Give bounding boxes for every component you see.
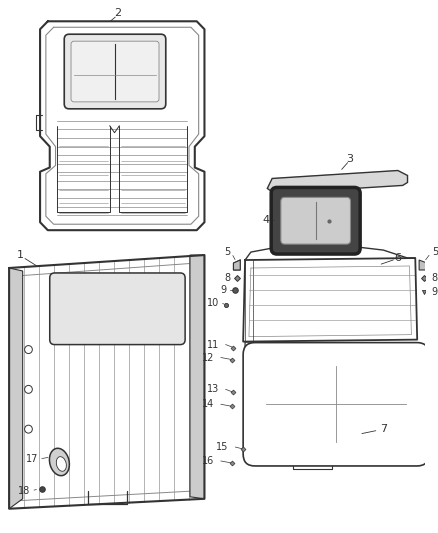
FancyBboxPatch shape — [281, 197, 350, 244]
Circle shape — [25, 345, 32, 353]
Text: 6: 6 — [394, 253, 401, 263]
Text: 11: 11 — [207, 340, 219, 350]
Text: 18: 18 — [18, 486, 30, 496]
Polygon shape — [190, 255, 205, 499]
Text: 3: 3 — [346, 154, 353, 164]
Text: 14: 14 — [202, 399, 214, 409]
Text: 8: 8 — [432, 273, 438, 283]
Text: 16: 16 — [202, 456, 214, 466]
Text: 5: 5 — [432, 247, 438, 257]
Text: 4: 4 — [262, 215, 269, 225]
Text: 13: 13 — [207, 384, 219, 394]
Polygon shape — [267, 171, 407, 193]
Text: 5: 5 — [224, 247, 230, 257]
Ellipse shape — [57, 457, 67, 471]
Circle shape — [25, 425, 32, 433]
FancyBboxPatch shape — [271, 188, 360, 254]
Text: 17: 17 — [26, 454, 38, 464]
Ellipse shape — [49, 448, 69, 475]
FancyBboxPatch shape — [50, 273, 185, 345]
Text: 1: 1 — [17, 250, 24, 260]
Text: 12: 12 — [202, 352, 214, 362]
Text: 10: 10 — [207, 298, 219, 308]
Text: 15: 15 — [216, 442, 229, 452]
Polygon shape — [233, 260, 240, 270]
Text: 2: 2 — [114, 9, 121, 18]
Circle shape — [25, 385, 32, 393]
Polygon shape — [9, 268, 23, 508]
FancyBboxPatch shape — [71, 41, 159, 102]
Polygon shape — [419, 260, 427, 270]
Text: 9: 9 — [221, 285, 227, 295]
Text: 7: 7 — [380, 424, 387, 434]
Text: 8: 8 — [224, 273, 230, 283]
FancyBboxPatch shape — [64, 34, 166, 109]
Text: 9: 9 — [432, 287, 438, 297]
FancyBboxPatch shape — [243, 343, 429, 466]
